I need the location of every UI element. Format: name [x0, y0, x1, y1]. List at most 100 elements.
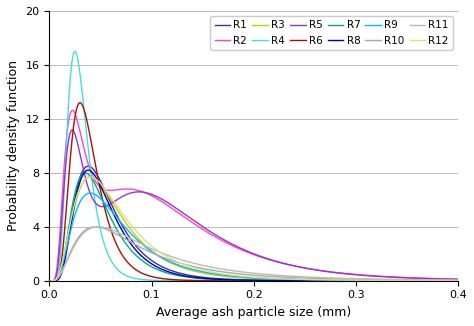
R12: [456, 279, 461, 283]
R12: [204, 269, 210, 273]
R6: [94, 169, 100, 173]
R1: [456, 279, 461, 283]
R8: [447, 279, 453, 283]
Line: R1: R1: [50, 166, 458, 281]
R10: [47, 279, 53, 283]
R2: [447, 277, 453, 281]
R9: [94, 193, 100, 197]
R10: [204, 267, 210, 271]
R12: [403, 279, 409, 283]
R11: [221, 267, 227, 271]
R8: [456, 279, 461, 283]
R11: [456, 278, 461, 282]
R2: [47, 279, 53, 283]
R12: [221, 272, 227, 276]
R4: [94, 208, 100, 212]
R10: [221, 270, 227, 274]
R11: [93, 225, 99, 229]
R11: [204, 264, 210, 268]
R1: [403, 279, 409, 283]
Line: R11: R11: [50, 227, 458, 281]
R9: [87, 191, 93, 195]
R3: [118, 214, 124, 217]
Line: R7: R7: [50, 173, 458, 281]
R5: [447, 277, 453, 281]
R2: [221, 240, 227, 244]
R11: [403, 278, 409, 282]
R8: [94, 176, 100, 180]
R3: [447, 279, 453, 283]
Line: R3: R3: [50, 177, 458, 281]
R12: [94, 178, 100, 182]
R3: [456, 279, 461, 283]
R2: [204, 230, 210, 234]
R12: [87, 175, 93, 179]
R1: [47, 279, 53, 283]
R5: [456, 277, 461, 281]
R6: [118, 251, 124, 255]
Line: R10: R10: [50, 227, 458, 281]
R5: [403, 276, 409, 280]
Line: R6: R6: [50, 103, 458, 281]
R7: [403, 279, 409, 283]
R9: [47, 279, 53, 283]
R3: [221, 274, 227, 278]
R4: [72, 50, 78, 53]
R9: [204, 271, 210, 274]
R11: [447, 278, 453, 282]
R4: [204, 279, 210, 283]
R5: [221, 238, 227, 242]
Line: R8: R8: [50, 170, 458, 281]
R6: [403, 279, 409, 283]
R8: [47, 279, 53, 283]
R5: [47, 279, 53, 283]
R6: [47, 279, 53, 283]
R6: [447, 279, 453, 283]
Line: R4: R4: [50, 52, 458, 281]
R7: [204, 277, 210, 281]
R1: [118, 221, 124, 225]
R5: [69, 128, 75, 132]
R7: [456, 279, 461, 283]
R3: [47, 279, 53, 283]
R3: [403, 279, 409, 283]
R2: [94, 181, 100, 185]
R3: [87, 175, 93, 179]
R10: [118, 234, 124, 238]
R5: [94, 202, 100, 206]
R2: [118, 187, 124, 191]
Line: R9: R9: [50, 193, 458, 281]
R7: [47, 279, 53, 283]
R9: [447, 279, 453, 283]
R9: [456, 279, 461, 283]
R12: [447, 279, 453, 283]
R9: [118, 220, 124, 224]
R8: [118, 226, 124, 230]
R12: [47, 279, 53, 283]
R8: [221, 278, 227, 282]
R6: [221, 279, 227, 283]
R2: [70, 108, 75, 112]
R7: [118, 234, 124, 238]
R3: [94, 178, 100, 182]
R4: [447, 279, 453, 283]
R4: [456, 279, 461, 283]
R4: [118, 270, 124, 274]
Line: R5: R5: [50, 130, 458, 281]
Line: R12: R12: [50, 177, 458, 281]
R10: [456, 278, 461, 282]
R5: [204, 227, 210, 231]
R7: [447, 279, 453, 283]
R9: [221, 273, 227, 277]
R10: [94, 225, 100, 229]
R1: [85, 164, 91, 168]
R3: [204, 272, 210, 276]
R7: [94, 185, 100, 189]
R5: [118, 195, 124, 199]
R11: [47, 279, 53, 283]
R1: [221, 277, 227, 281]
R8: [204, 276, 210, 280]
R8: [85, 168, 91, 172]
R10: [403, 278, 409, 282]
Y-axis label: Probability density function: Probability density function: [7, 60, 20, 231]
